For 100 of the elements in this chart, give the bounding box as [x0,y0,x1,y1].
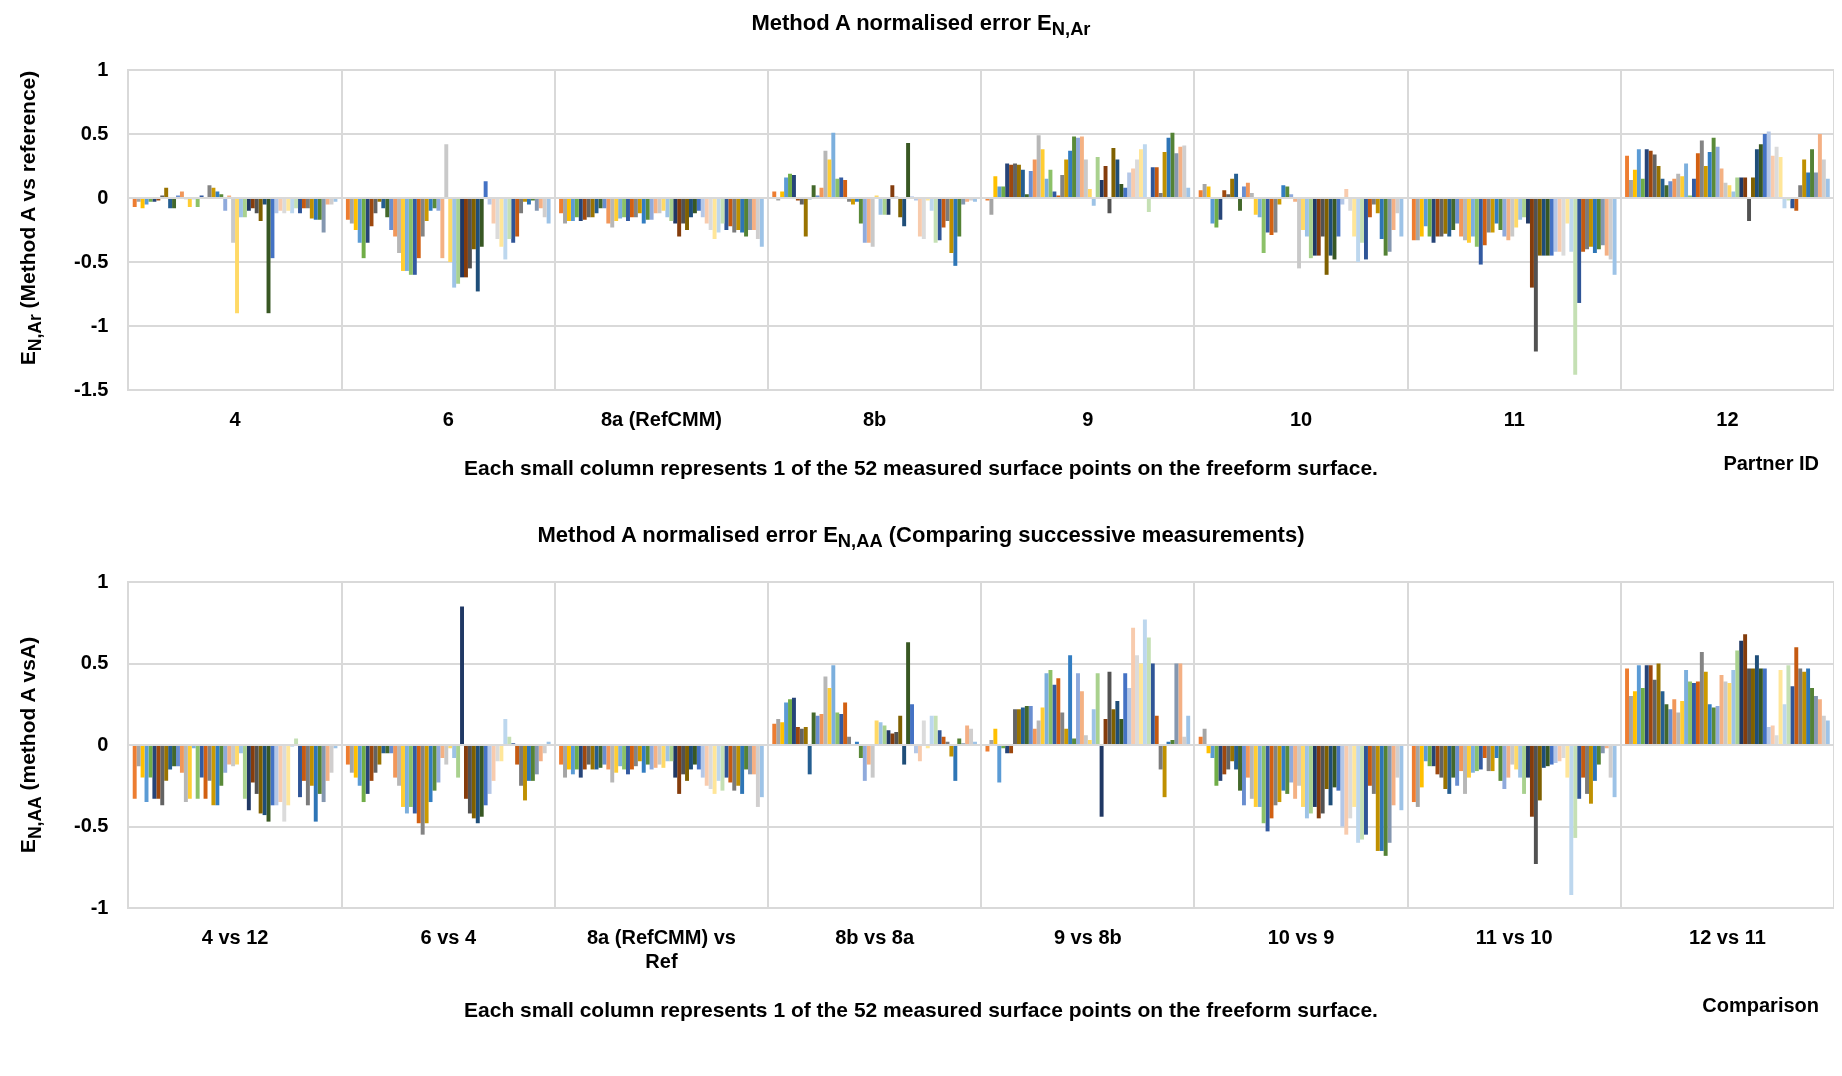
bar [993,728,998,744]
y-tick-label: -1.5 [73,377,109,400]
bar [499,746,504,762]
bar [965,725,970,744]
bar [1443,746,1448,790]
bar [688,746,693,770]
bar [997,746,1002,783]
bar [566,746,571,770]
bar [385,746,390,754]
bar [365,746,370,794]
bar [847,736,852,744]
bar [523,746,527,801]
bar [1463,746,1467,794]
bar [1758,668,1763,744]
bar [325,746,330,781]
bar [815,715,820,744]
bar [1356,746,1361,843]
bar [1754,655,1759,744]
bar [215,746,220,806]
bar [515,746,520,765]
bar [148,746,153,778]
bar [1032,728,1037,744]
bar [1652,679,1657,744]
x-tick-label: 4 [229,407,242,430]
bar [906,642,911,744]
bar [298,746,302,798]
bar [1715,705,1720,744]
bar [807,746,812,775]
bar [176,746,180,767]
bar [1786,665,1791,744]
bar [1522,746,1527,794]
bar [1375,746,1380,851]
bar [1790,686,1795,744]
bar [195,746,200,799]
bar [203,746,208,799]
bar [1048,670,1053,744]
bar [1064,728,1069,744]
bar [1498,746,1503,781]
bar [1596,746,1601,765]
bar [1751,668,1755,744]
bar [1506,746,1511,778]
bar [1660,691,1665,744]
y-tick-label: -0.5 [73,249,109,272]
bar [823,676,828,744]
bar [262,746,267,816]
bar [1158,746,1163,770]
bar [444,746,449,765]
bar [349,746,354,773]
bar [759,746,764,798]
bar [732,746,737,791]
bar [219,746,224,786]
bar [1324,746,1329,790]
bar [1301,746,1305,807]
bar [1261,746,1266,824]
bar [780,722,785,744]
bar [1379,746,1384,851]
bar [1060,712,1065,744]
bar [989,740,994,744]
bar [874,720,879,744]
bar [1415,746,1420,807]
bar [1399,746,1404,811]
bar [677,746,682,794]
bar [1435,746,1440,775]
bar [890,733,895,744]
bar [377,746,382,765]
bar [246,746,251,811]
y-tick-label: 0.5 [80,121,109,144]
bar [1142,619,1147,744]
bar [1308,746,1313,814]
x-tick-label: 8a (RefCMM) vs Ref [586,925,736,972]
bar [309,746,314,786]
bar [416,746,421,824]
bar [1762,668,1767,744]
bar [132,746,137,799]
bar [1068,655,1073,744]
bar [1115,700,1120,744]
bar [1747,668,1752,744]
x-tick-label: 11 vs 10 [1475,925,1553,948]
bar [1648,665,1653,744]
bar [1111,709,1116,744]
bar [1510,746,1515,765]
bar [1131,627,1136,744]
bar [598,746,603,768]
bar [1178,663,1183,744]
bar [1411,746,1416,803]
bar [1695,681,1700,744]
bar [791,697,796,744]
bar [1289,746,1294,783]
bar [653,746,658,768]
bar [1612,746,1617,798]
bar [1490,746,1495,772]
bar [1802,671,1807,744]
bar [1285,746,1290,794]
bar [811,712,816,744]
bar [172,746,177,767]
bar [622,746,627,770]
bar [1056,678,1061,744]
bar [985,746,990,752]
text: Comparison [1702,993,1819,1016]
bar [1447,746,1452,794]
